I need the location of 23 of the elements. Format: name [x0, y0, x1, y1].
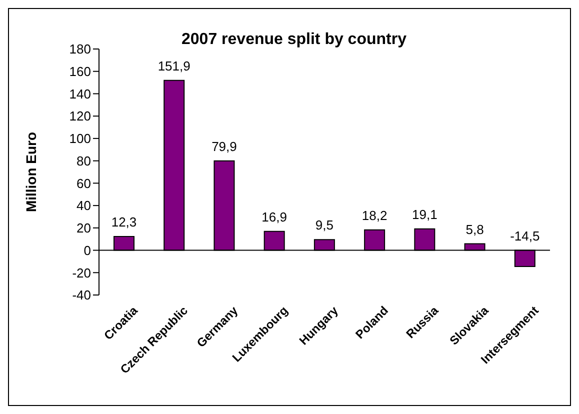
y-tick-label: 100: [69, 131, 91, 146]
y-tick-label: 160: [69, 64, 91, 79]
data-label: 19,1: [412, 206, 438, 222]
y-axis-title: Million Euro: [22, 132, 39, 212]
y-tick-label: 0: [84, 242, 91, 258]
data-label: 151,9: [158, 58, 190, 74]
chart-title: 2007 revenue split by country: [182, 31, 406, 48]
y-tick-label: 20: [76, 220, 91, 236]
data-label: -14,5: [510, 228, 540, 244]
data-label: 9,5: [315, 218, 334, 233]
data-label: 12,3: [111, 214, 137, 230]
y-tick-label: 40: [76, 198, 91, 214]
y-tick-label: 80: [76, 153, 91, 168]
y-tick-label: 120: [69, 108, 91, 124]
y-tick-label: 60: [76, 176, 91, 191]
y-tick-label: -20: [72, 265, 91, 280]
data-label: 18,2: [362, 208, 388, 223]
data-label: 5,8: [466, 222, 484, 237]
y-tick-label: 180: [69, 42, 91, 57]
data-label: 16,9: [262, 209, 287, 224]
y-tick-label: 140: [69, 86, 91, 102]
y-tick-label: -40: [72, 288, 91, 303]
data-label: 79,9: [212, 138, 237, 154]
